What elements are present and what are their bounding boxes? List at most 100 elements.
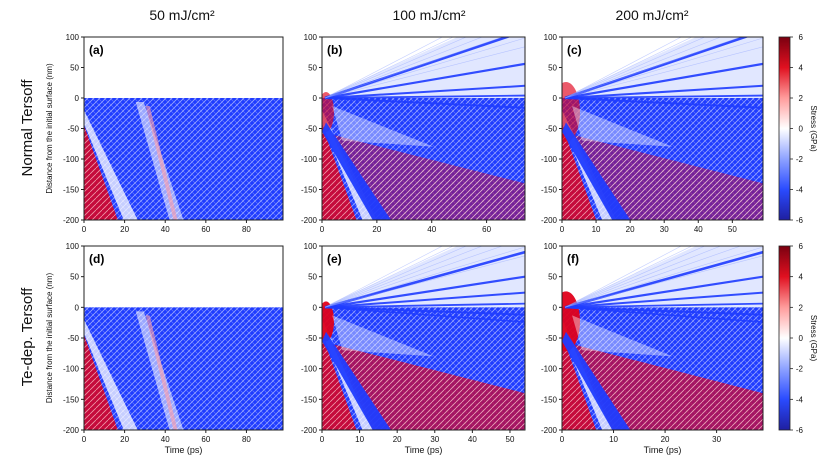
y-tick-label: -150 [541, 395, 558, 404]
colorbar-tick-label: 4 [799, 64, 804, 73]
stress-field [84, 37, 283, 220]
panel-c: -200 -150 -100 -50 0 50 100 0 10 20 30 40 50 (c) [541, 33, 764, 234]
colorbar-tick-label: -4 [796, 395, 804, 404]
colorbar-tick-label: 6 [799, 33, 804, 42]
x-tick-label: 40 [468, 435, 477, 444]
y-axis-label: Distance from the initial surface (nm) [45, 273, 54, 404]
panel-letter: (f) [567, 252, 579, 266]
y-tick-label: 50 [308, 64, 317, 73]
x-axis-label: Time (ps) [165, 445, 203, 455]
y-tick-label: 50 [548, 64, 557, 73]
y-tick-label: -150 [301, 186, 318, 195]
colorbar-tick-label: 4 [799, 273, 804, 282]
x-tick-label: 30 [660, 225, 669, 234]
y-tick-label: -200 [301, 426, 318, 435]
stress-field [322, 246, 525, 430]
y-tick-label: -100 [541, 365, 558, 374]
x-axis-label: Time (ps) [644, 445, 682, 455]
colorbar-label: Stress (GPa) [809, 315, 818, 362]
colorbar-tick-label: 0 [799, 334, 804, 343]
y-axis-label: Distance from the initial surface (nm) [45, 63, 54, 194]
x-tick-label: 0 [320, 435, 325, 444]
y-tick-label: -100 [63, 365, 80, 374]
x-tick-label: 20 [661, 435, 670, 444]
y-tick-label: 50 [308, 273, 317, 282]
stress-field [84, 246, 283, 430]
x-tick-label: 10 [609, 435, 618, 444]
y-tick-label: 100 [544, 242, 558, 251]
y-tick-label: -150 [541, 186, 558, 195]
panel-letter: (c) [567, 43, 582, 57]
y-tick-label: 0 [553, 303, 558, 312]
y-tick-label: -200 [63, 216, 80, 225]
y-tick-label: -50 [67, 334, 79, 343]
y-tick-label: -50 [545, 334, 557, 343]
y-tick-label: 100 [304, 242, 318, 251]
x-tick-label: 0 [82, 225, 87, 234]
panel-d: -200 -150 -100 -50 0 50 100 0 20 40 60 80 (d) Distanc… [45, 242, 284, 455]
x-tick-label: 80 [242, 435, 251, 444]
colorbar-tick-label: 2 [799, 94, 804, 103]
y-tick-label: 0 [313, 94, 318, 103]
y-tick-label: -50 [67, 125, 79, 134]
y-tick-label: -150 [301, 395, 318, 404]
panel-letter: (e) [327, 252, 342, 266]
y-tick-label: -100 [63, 155, 80, 164]
x-tick-label: 20 [120, 435, 129, 444]
colorbar-1: -6 -4 -2 0 2 4 6 Stress (GPa) [778, 33, 818, 225]
x-tick-label: 20 [626, 225, 635, 234]
y-tick-label: -100 [541, 155, 558, 164]
panel-e: -200 -150 -100 -50 0 50 100 0 10 20 30 40 50 (e) Time … [301, 242, 526, 455]
x-tick-label: 80 [242, 225, 251, 234]
y-tick-label: 100 [544, 33, 558, 42]
colorbar-tick-label: -2 [796, 365, 804, 374]
x-tick-label: 0 [320, 225, 325, 234]
x-tick-label: 40 [694, 225, 703, 234]
colorbar-tick-label: 0 [799, 125, 804, 134]
y-tick-label: -200 [541, 216, 558, 225]
y-tick-label: 100 [304, 33, 318, 42]
y-tick-label: 50 [548, 273, 557, 282]
x-tick-label: 40 [161, 225, 170, 234]
x-tick-label: 0 [82, 435, 87, 444]
panel-a: -200 -150 -100 -50 0 50 100 0 20 40 60 80 (a) Distanc… [45, 33, 284, 234]
y-tick-label: 100 [66, 242, 80, 251]
colorbar-tick-label: 6 [799, 242, 804, 251]
stress-field [322, 37, 525, 220]
stress-field [562, 37, 763, 220]
x-tick-label: 60 [482, 225, 491, 234]
y-tick-label: 50 [70, 273, 79, 282]
y-tick-label: -200 [541, 426, 558, 435]
x-tick-label: 60 [201, 435, 210, 444]
panel-b: -200 -150 -100 -50 0 50 100 0 20 40 60 (b) [301, 33, 526, 234]
y-tick-label: 0 [313, 303, 318, 312]
x-axis-label: Time (ps) [405, 445, 443, 455]
x-tick-label: 40 [427, 225, 436, 234]
colorbar-tick-label: 2 [799, 303, 804, 312]
y-tick-label: -50 [545, 125, 557, 134]
y-tick-label: 100 [66, 33, 80, 42]
y-tick-label: 0 [75, 303, 80, 312]
x-tick-label: 0 [560, 225, 565, 234]
x-tick-label: 30 [430, 435, 439, 444]
colorbar-tick-label: -4 [796, 186, 804, 195]
column-header-1: 50 mJ/cm² [149, 7, 215, 23]
x-tick-label: 60 [201, 225, 210, 234]
y-tick-label: -200 [301, 216, 318, 225]
y-tick-label: -150 [63, 186, 80, 195]
x-tick-label: 50 [506, 435, 515, 444]
stress-field [562, 246, 763, 430]
x-tick-label: 40 [161, 435, 170, 444]
colorbar-2: -6 -4 -2 0 2 4 6 Stress (GPa) [778, 242, 818, 435]
column-header-3: 200 mJ/cm² [615, 7, 688, 23]
x-tick-label: 20 [120, 225, 129, 234]
y-tick-label: -100 [301, 155, 318, 164]
y-tick-label: -200 [63, 426, 80, 435]
colorbar-tick-label: -2 [796, 155, 804, 164]
colorbar-tick-label: -6 [796, 426, 804, 435]
x-tick-label: 10 [355, 435, 364, 444]
x-tick-label: 20 [372, 225, 381, 234]
y-tick-label: -100 [301, 365, 318, 374]
x-tick-label: 30 [712, 435, 721, 444]
